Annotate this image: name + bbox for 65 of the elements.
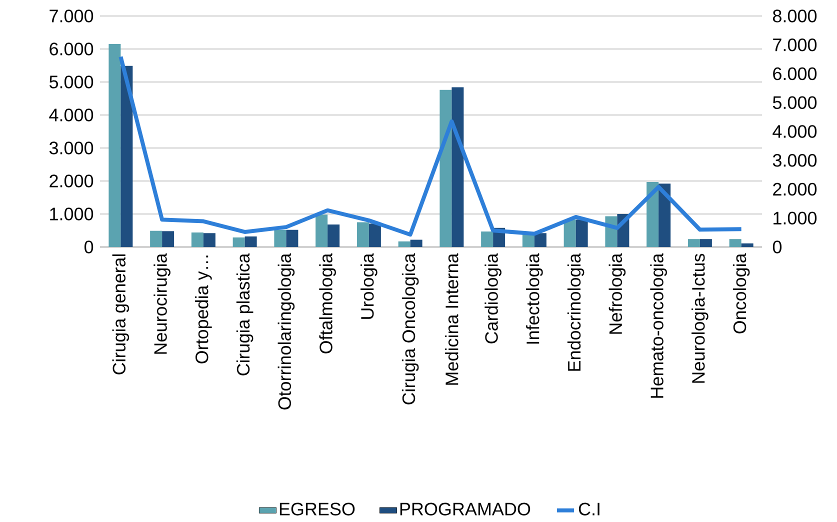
- x-tick-label: Cirugia Oncologica: [402, 253, 419, 404]
- bar: [576, 220, 588, 247]
- x-tick-label: Otorrinolaringologia: [278, 253, 295, 410]
- y2-tick-label: 2.000: [773, 182, 817, 196]
- bar: [328, 224, 340, 247]
- bar: [232, 237, 245, 247]
- y-tick-label: 2.000: [50, 174, 94, 188]
- y-tick-label: 3.000: [49, 142, 94, 154]
- y-tick-label: 7.000: [50, 10, 94, 22]
- x-tick-label: Oftalmologia: [319, 253, 336, 354]
- legend-label: C.I: [578, 502, 600, 516]
- bar: [274, 230, 286, 247]
- bar: [729, 239, 742, 247]
- y2-tick-label: 6.000: [773, 67, 817, 80]
- bar: [688, 239, 700, 247]
- legend-label: PROGRAMADO: [400, 502, 530, 516]
- x-tick-label: Medicina Interna: [445, 253, 458, 385]
- x-tick-label: Nefrologia: [608, 253, 626, 334]
- bar: [191, 232, 204, 247]
- bar: [481, 231, 494, 247]
- y2-tick-label: 1.000: [774, 212, 817, 224]
- x-tick-label: Cardiologia: [484, 253, 502, 344]
- y2-tick-label: 3.000: [772, 154, 817, 167]
- bar: [741, 243, 754, 247]
- y-tick-label: 1.000: [50, 208, 94, 220]
- bar: [244, 236, 257, 247]
- y2-tick-label: 8.000: [772, 10, 817, 22]
- x-tick-label: Endocrinologia: [567, 253, 584, 371]
- bar: [410, 240, 422, 247]
- bar: [356, 222, 369, 247]
- x-tick-label: Cirugia general: [112, 254, 130, 374]
- y2-tick-label: 7.000: [773, 38, 817, 52]
- y-tick-label: 0: [84, 240, 94, 254]
- bar: [286, 230, 298, 247]
- bar: [700, 239, 712, 247]
- bar: [368, 224, 381, 247]
- bar: [452, 87, 464, 247]
- y-tick-label: 5.000: [49, 76, 94, 88]
- x-tick-label: Oncologia: [732, 253, 750, 334]
- x-tick-label: Infectologia: [526, 253, 543, 344]
- bar: [646, 182, 659, 247]
- bar: [316, 214, 328, 247]
- bar: [398, 241, 410, 247]
- x-tick-label: Neurocirugia: [154, 253, 170, 354]
- bar: [440, 90, 452, 247]
- y-tick-label: 6.000: [50, 42, 94, 56]
- bar: [534, 233, 546, 247]
- bar: [658, 184, 671, 247]
- x-tick-label: Ortopedia y…: [195, 256, 212, 364]
- bar: [108, 44, 121, 247]
- x-tick-label: Urologia: [360, 253, 378, 319]
- bar: [150, 230, 162, 247]
- bar: [120, 66, 133, 247]
- y2-tick-label: 0: [772, 240, 782, 254]
- x-tick-label: Neurologia-Ictus: [692, 254, 708, 383]
- x-tick-label: Hemato-oncologia: [650, 253, 667, 398]
- bar: [564, 220, 576, 247]
- bar: [203, 233, 216, 247]
- line-series: [118, 54, 744, 237]
- legend-label: EGRESO: [280, 502, 355, 516]
- y-tick-label: 4.000: [49, 108, 94, 122]
- y2-tick-label: 4.000: [772, 125, 817, 138]
- bar: [162, 231, 174, 247]
- x-tick-label: Cirugia plastica: [236, 253, 254, 376]
- y2-tick-label: 5.000: [772, 96, 817, 109]
